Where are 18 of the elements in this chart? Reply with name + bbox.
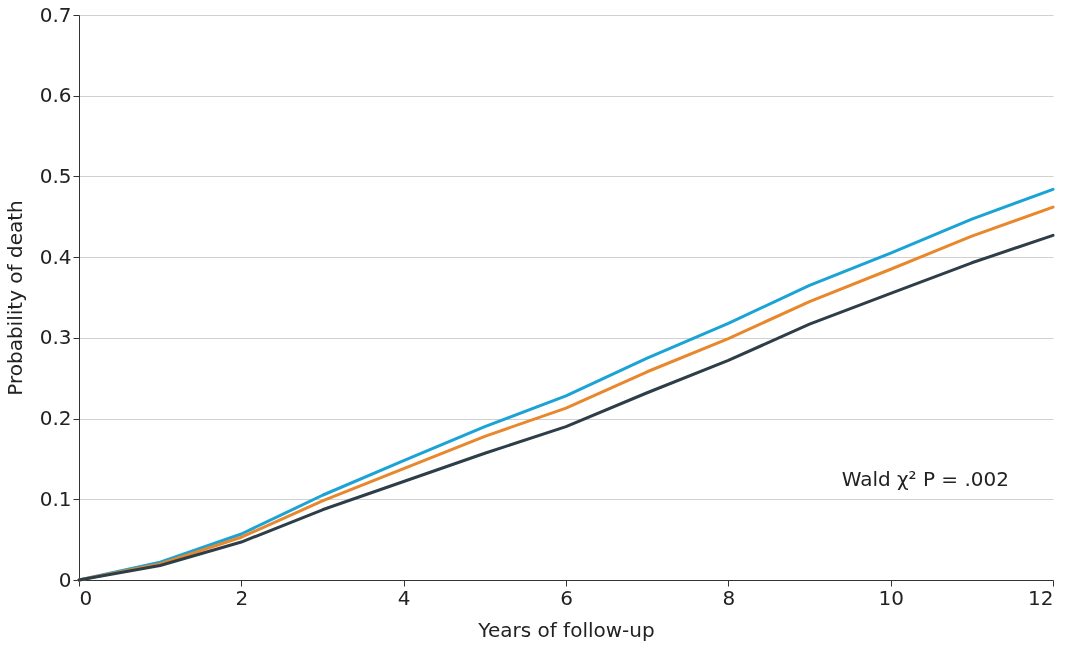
x-tick-label: 6 (560, 585, 573, 610)
x-tick-label: 10 (878, 585, 904, 610)
y-tick-label: 0 (58, 567, 72, 592)
x-tick-label: 8 (722, 585, 736, 610)
y-tick-label: 0.1 (39, 486, 72, 511)
x-tick-label: 12 (1028, 585, 1054, 610)
y-tick-label: 0.3 (39, 325, 72, 350)
x-tick-label: 4 (397, 585, 411, 610)
annotation: Wald χ² P = .002 (841, 467, 1009, 491)
y-tick-label: 0.2 (39, 406, 72, 431)
y-tick-label: 0.4 (39, 244, 72, 269)
y-tick-label: 0.5 (39, 163, 72, 188)
y-axis-title: Probability of death (2, 200, 27, 396)
x-tick-label: 2 (235, 585, 249, 610)
x-axis-title: Years of follow-up (477, 617, 655, 642)
y-tick-label: 0.6 (39, 83, 72, 108)
x-tick-label: 0 (79, 585, 93, 610)
y-tick-label: 0.7 (39, 2, 72, 27)
